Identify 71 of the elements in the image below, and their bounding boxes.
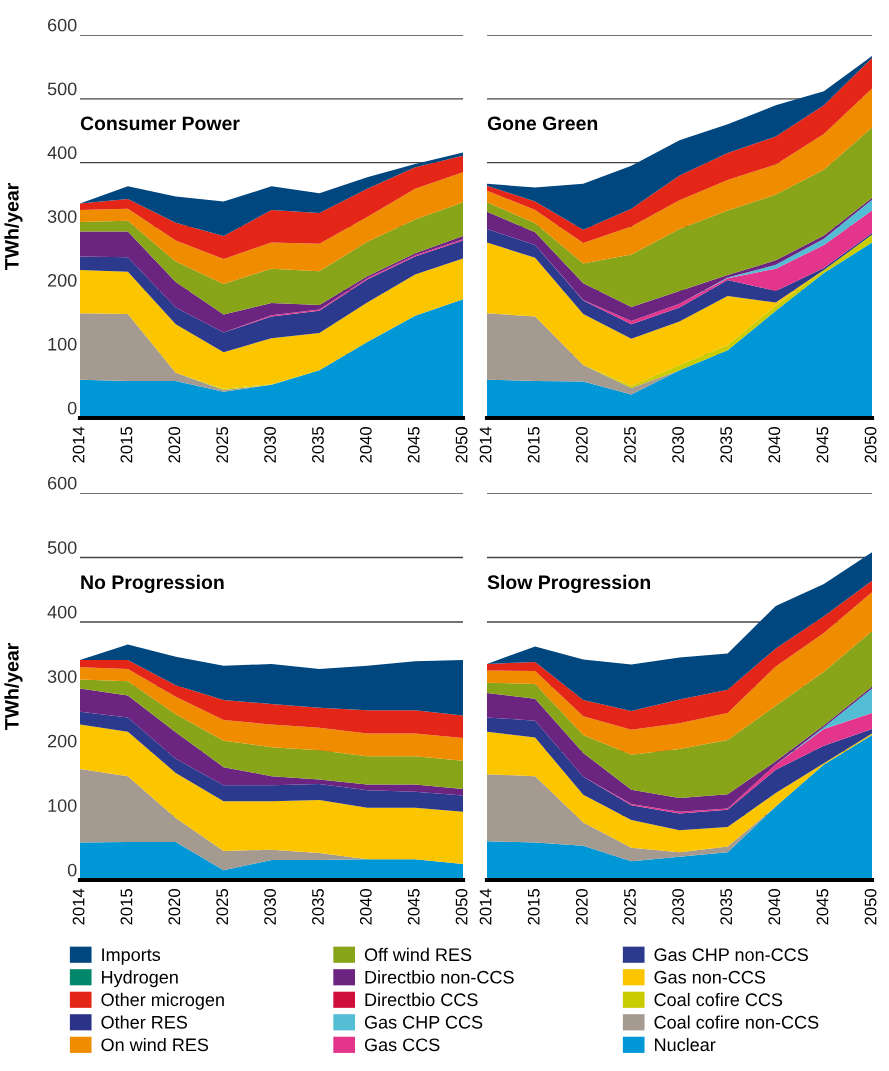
x-tick-label: 2045 [816, 889, 829, 925]
x-tick-label: 2014 [72, 426, 85, 463]
x-tick-label: 2035 [312, 427, 324, 463]
y-tick-label: 200 [48, 273, 77, 287]
x-tick-label: 2045 [816, 427, 829, 463]
y-tick-label: 400 [47, 146, 77, 160]
x-tick-label: 2050 [864, 426, 877, 463]
x-tick-label: 2040 [768, 888, 781, 925]
x-tick-label: 2040 [359, 888, 372, 925]
y-tick-label: 0 [67, 401, 77, 415]
x-tick-label: 2015 [527, 427, 540, 463]
y-tick-label: 600 [48, 18, 77, 32]
x-tick-label: 2030 [264, 426, 276, 463]
x-tick-label: 2015 [527, 889, 540, 925]
x-tick-label: 2020 [168, 426, 181, 463]
x-tick-label: 2045 [407, 427, 420, 463]
x-tick-label: 2025 [624, 889, 636, 925]
x-tick-label: 2015 [120, 889, 133, 925]
x-tick-label: 2014 [479, 426, 492, 463]
y-tick-label: 100 [48, 799, 77, 812]
x-tick-label: 2020 [168, 888, 181, 925]
x-tick-label: 2035 [312, 889, 324, 925]
y-axis-title: TWh/year [4, 643, 23, 731]
legend-label: Directbio CCS [365, 992, 478, 1007]
legend-label: Imports [102, 948, 161, 965]
x-tick-label: 2040 [359, 426, 372, 463]
legend-label: Hydrogen [102, 970, 178, 988]
x-tick-label: 2035 [720, 427, 733, 463]
x-tick-label: 2020 [575, 426, 588, 463]
x-tick-label: 2025 [624, 427, 636, 463]
y-tick-label: 200 [48, 734, 77, 748]
x-tick-label: 2014 [72, 888, 85, 925]
x-tick-label: 2050 [864, 888, 877, 925]
y-tick-label: 300 [47, 670, 77, 683]
x-tick-label: 2015 [120, 427, 133, 463]
x-tick-label: 2050 [455, 888, 468, 925]
legend-label: Gas non-CCS [654, 970, 766, 984]
legend-label: Gas CCS [364, 1038, 440, 1052]
y-tick-label: 500 [47, 541, 77, 554]
y-tick-label: 600 [48, 476, 77, 490]
x-tick-label: 2030 [672, 426, 684, 463]
x-tick-label: 2050 [455, 426, 468, 463]
text: Slow Progression [487, 574, 651, 594]
x-tick-label: 2045 [407, 889, 420, 925]
text: Gone Green [487, 116, 598, 131]
y-tick-label: 500 [47, 82, 77, 96]
legend-label: Coal cofire CCS [654, 992, 783, 1007]
y-tick-label: 100 [48, 337, 77, 351]
legend-label: Other RES [101, 1015, 188, 1029]
y-tick-label: 400 [47, 605, 77, 619]
legend-label: Coal cofire non-CCS [654, 1015, 819, 1029]
x-tick-label: 2040 [768, 426, 781, 463]
legend-label: Gas CHP non-CCS [654, 948, 808, 962]
x-tick-label: 2030 [264, 888, 276, 925]
legend-label: Directbio non-CCS [365, 970, 514, 984]
x-tick-label: 2025 [216, 889, 229, 925]
text: Consumer Power [80, 116, 240, 131]
legend-label: Other microgen [101, 992, 224, 1010]
x-tick-label: 2025 [216, 427, 229, 463]
legend-label: Off wind RES [364, 947, 472, 962]
x-tick-label: 2035 [720, 889, 733, 925]
text: No Progression [81, 574, 224, 594]
y-tick-label: 300 [47, 210, 77, 223]
legend-label: Gas CHP CCS [364, 1015, 483, 1029]
x-tick-label: 2030 [672, 888, 684, 925]
y-tick-label: 0 [67, 863, 77, 877]
x-tick-label: 2014 [479, 888, 492, 925]
legend-label: On wind RES [101, 1037, 209, 1052]
y-axis-title: TWh/year [4, 183, 23, 271]
x-tick-label: 2020 [575, 888, 588, 925]
legend-label: Nuclear [655, 1037, 716, 1052]
